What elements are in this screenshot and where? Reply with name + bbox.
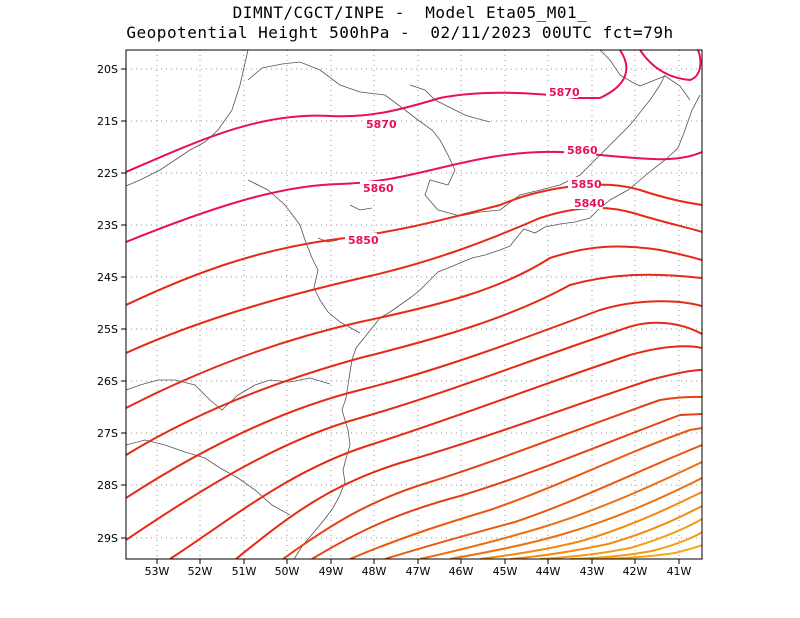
lat-tick-label: 25S — [97, 323, 118, 336]
tick-marks — [121, 68, 680, 564]
latitude-labels: 20S 21S 22S 23S 24S 25S 26S 27S 28S 29S — [97, 63, 118, 545]
lon-tick-label: 43W — [580, 565, 605, 578]
lon-tick-label: 46W — [449, 565, 474, 578]
graticule — [126, 50, 702, 559]
height-contours — [126, 50, 702, 559]
lat-tick-label: 29S — [97, 532, 118, 545]
contour-label: 5850 — [571, 178, 602, 191]
lat-tick-label: 26S — [97, 375, 118, 388]
contour-labels: 5870 5870 5860 5860 5850 5850 5840 — [345, 85, 605, 247]
longitude-labels: 53W 52W 51W 50W 49W 48W 47W 46W 45W 44W … — [145, 565, 692, 578]
map-title-line-2: Geopotential Height 500hPa - 02/11/2023 … — [126, 23, 674, 42]
contour-label: 5840 — [574, 197, 605, 210]
lat-tick-label: 27S — [97, 427, 118, 440]
lon-tick-label: 45W — [493, 565, 518, 578]
lat-tick-label: 22S — [97, 167, 118, 180]
lat-tick-label: 23S — [97, 219, 118, 232]
contour-label: 5870 — [549, 86, 580, 99]
lat-tick-label: 20S — [97, 63, 118, 76]
contour-label: 5860 — [363, 182, 394, 195]
contour-label: 5860 — [567, 144, 598, 157]
lon-tick-label: 53W — [145, 565, 170, 578]
lon-tick-label: 50W — [275, 565, 300, 578]
lat-tick-label: 21S — [97, 115, 118, 128]
lon-tick-label: 49W — [319, 565, 344, 578]
lon-tick-label: 48W — [362, 565, 387, 578]
lon-tick-label: 42W — [623, 565, 648, 578]
plot-frame — [125, 49, 703, 560]
lon-tick-label: 41W — [667, 565, 692, 578]
coastline-and-borders — [126, 50, 701, 559]
contour-label: 5870 — [366, 118, 397, 131]
lon-tick-label: 52W — [188, 565, 213, 578]
lat-tick-label: 28S — [97, 479, 118, 492]
lon-tick-label: 51W — [232, 565, 257, 578]
lon-tick-label: 44W — [536, 565, 561, 578]
lat-tick-label: 24S — [97, 271, 118, 284]
contour-label: 5850 — [348, 234, 379, 247]
map-title-line-1: DIMNT/CGCT/INPE - Model Eta05_M01_ — [232, 3, 588, 22]
lon-tick-label: 47W — [406, 565, 431, 578]
